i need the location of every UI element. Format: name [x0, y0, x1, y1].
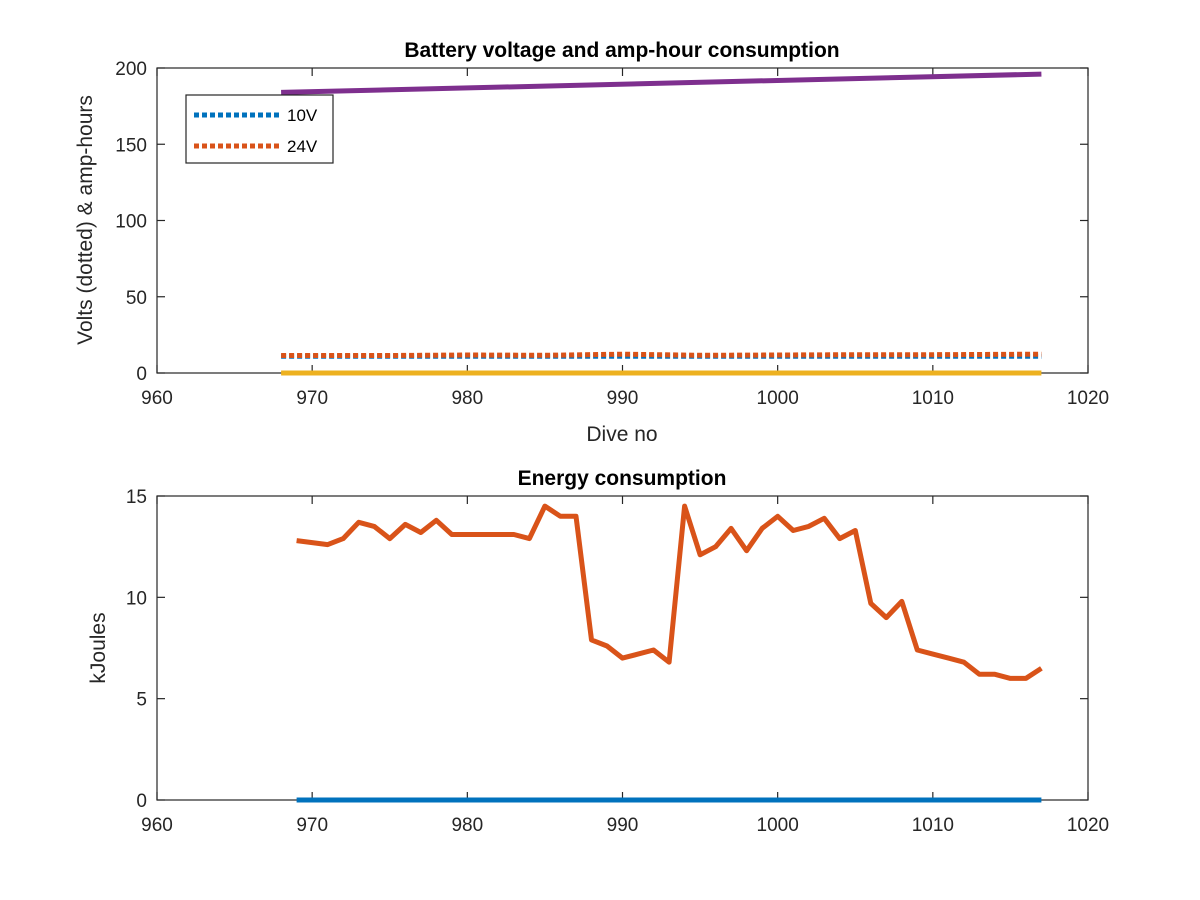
top-y-tick-label: 0 [136, 364, 147, 385]
top-series-line-3 [281, 71, 1042, 95]
bottom-chart-title: Energy consumption [518, 467, 727, 490]
bottom-x-tick-label: 970 [296, 815, 328, 836]
legend-label-10v: 10V [287, 106, 318, 125]
bottom-axis-ticks: 960 970 980 990 1000 1010 1020 0 5 10 15 [126, 487, 1109, 836]
top-x-tick-label: 970 [296, 388, 328, 409]
top-x-tick-label: 980 [451, 388, 483, 409]
top-x-axis-label: Dive no [586, 423, 657, 446]
top-chart-title: Battery voltage and amp-hour consumption [404, 39, 839, 62]
bottom-series-line-1 [296, 503, 1043, 681]
top-x-tick-label: 1020 [1067, 388, 1109, 409]
top-y-axis-label: Volts (dotted) & amp-hours [74, 95, 97, 345]
top-axis-ticks: 960 970 980 990 1000 1010 1020 0 50 100 150 200 [115, 59, 1109, 409]
bottom-x-tick-label: 980 [451, 815, 483, 836]
top-y-tick-label: 100 [115, 212, 147, 233]
bottom-x-tick-label: 1000 [757, 815, 799, 836]
top-legend: 10V 24V [185, 94, 334, 164]
legend-box [185, 94, 334, 164]
bottom-y-axis-label: kJoules [87, 612, 110, 683]
bottom-y-tick-label: 5 [136, 690, 147, 711]
bottom-y-tick-label: 0 [136, 791, 147, 812]
top-plot-lines [281, 71, 1042, 376]
top-y-tick-label: 200 [115, 59, 147, 80]
bottom-x-tick-label: 1010 [912, 815, 954, 836]
top-x-tick-label: 1000 [757, 388, 799, 409]
top-y-tick-label: 150 [115, 135, 147, 156]
bottom-x-tick-label: 990 [607, 815, 639, 836]
bottom-plot-lines [296, 503, 1043, 803]
bottom-x-tick-label: 960 [141, 815, 173, 836]
top-series-line-24v [281, 351, 1042, 358]
legend-label-24v: 24V [287, 137, 318, 156]
top-x-tick-label: 960 [141, 388, 173, 409]
bottom-x-tick-label: 1020 [1067, 815, 1109, 836]
bottom-y-tick-label: 15 [126, 487, 147, 508]
top-y-tick-label: 50 [126, 288, 147, 309]
bottom-y-tick-label: 10 [126, 588, 147, 609]
top-x-tick-label: 990 [607, 388, 639, 409]
top-x-tick-label: 1010 [912, 388, 954, 409]
